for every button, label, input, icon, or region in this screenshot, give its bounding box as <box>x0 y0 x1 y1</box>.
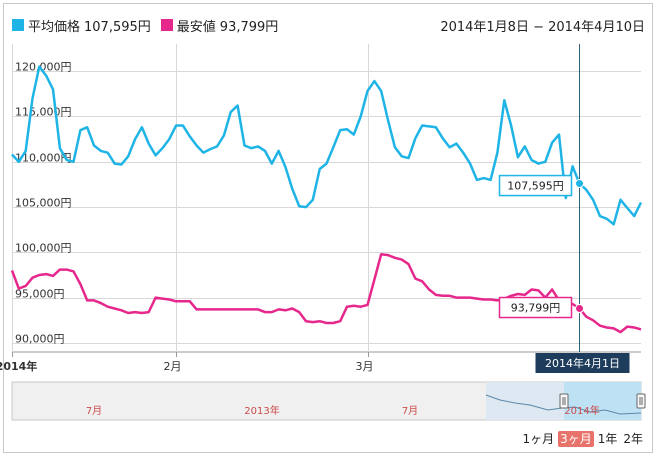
legend-item-avg[interactable]: 平均価格 107,595円 <box>12 16 151 35</box>
chart-frame <box>3 3 653 453</box>
navigator-handle-left[interactable] <box>559 393 569 409</box>
series-line-average-price <box>11 65 643 226</box>
tooltip-lowest-box <box>498 296 573 319</box>
legend-swatch-min <box>160 19 173 31</box>
y-tick-label: 120,000円 <box>15 61 72 74</box>
legend-item-min[interactable]: 最安値 93,799円 <box>160 16 279 35</box>
hover-point-average <box>575 179 584 189</box>
period-selector: 1ヶ月 3ヶ月 1年 2年 <box>520 431 645 447</box>
navigator[interactable]: 7月 2013年 7月 2014年 <box>11 381 646 421</box>
legend-label-min: 最安値 <box>176 19 216 35</box>
navigator-label: 7月 <box>86 405 102 417</box>
tooltip-average-label: 107,595円 <box>507 180 564 193</box>
navigator-label: 2013年 <box>244 404 279 417</box>
y-tick-label: 95,000円 <box>15 288 65 301</box>
y-tick-label: 105,000円 <box>15 197 72 210</box>
legend-value-min: 93,799円 <box>219 19 279 35</box>
series <box>10 65 643 334</box>
y-axis-ticks: 90,000円 95,000円 100,000円 105,000円 110,000円 11… <box>15 61 72 346</box>
legend-swatch-avg <box>12 19 24 31</box>
x-axis-ticks: 2014年 2月 3月 <box>0 352 374 373</box>
date-range: 2014年1月8日 − 2014年4月10日 <box>440 20 645 35</box>
x-tick-label: 2014年 <box>0 359 37 373</box>
series-line-lowest-price <box>10 252 642 334</box>
navigator-label: 2014年 <box>564 404 599 417</box>
legend-value-avg: 107,595円 <box>84 19 151 35</box>
y-tick-label: 100,000円 <box>15 242 72 255</box>
navigator-handle-right[interactable] <box>636 393 646 409</box>
legend-label-avg: 平均価格 <box>28 19 81 35</box>
navigator-label: 7月 <box>402 405 418 417</box>
period-1-year[interactable]: 1年 <box>597 432 618 446</box>
hover-overlay: 107,595円 93,799円 2014年4月1日 <box>498 44 630 373</box>
period-3-months[interactable]: 3ヶ月 <box>558 431 594 447</box>
y-tick-label: 110,000円 <box>15 152 72 165</box>
navigator-fade <box>486 382 564 420</box>
tooltip-lowest-label: 93,799円 <box>511 302 561 315</box>
x-tick-label: 2月 <box>164 360 182 373</box>
x-tick-label: 3月 <box>356 360 374 373</box>
period-1-month[interactable]: 1ヶ月 <box>522 432 555 446</box>
tooltip-average-box <box>498 174 573 197</box>
y-tick-label: 90,000円 <box>15 333 65 346</box>
legend: 平均価格 107,595円 最安値 93,799円 <box>12 16 288 35</box>
crosshair-date-box <box>535 353 630 373</box>
y-tick-label: 115,000円 <box>15 106 72 119</box>
period-2-years[interactable]: 2年 <box>623 432 643 446</box>
crosshair-date-label: 2014年4月1日 <box>545 356 620 370</box>
hover-point-lowest <box>575 304 584 314</box>
